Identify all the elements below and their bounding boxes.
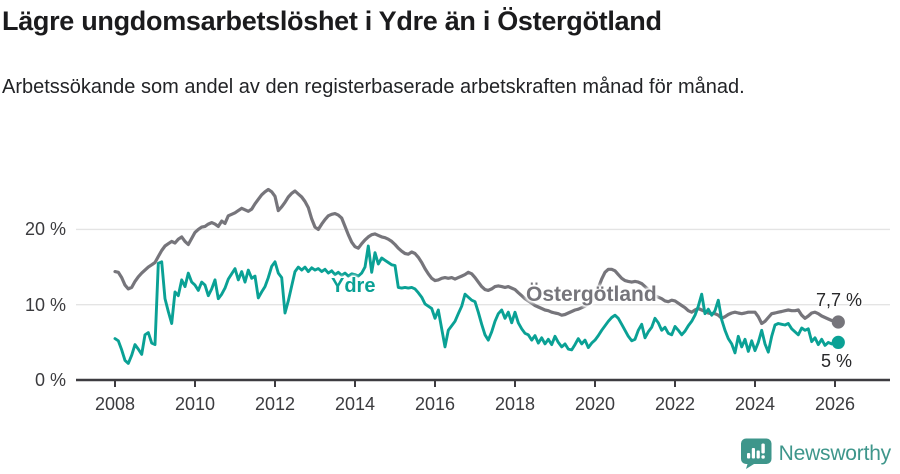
chart-subtitle: Arbetssökande som andel av den registerb… — [2, 76, 745, 98]
x-tick-label: 2020 — [574, 394, 616, 414]
y-tick-label: 0 % — [34, 370, 66, 390]
series-end-dot-östergötland — [831, 315, 845, 329]
x-tick-label: 2010 — [174, 394, 216, 414]
x-tick-label: 2012 — [254, 394, 296, 414]
y-tick-label: 20 % — [24, 219, 66, 240]
chart-title: Lägre ungdomsarbetslöshet i Ydre än i Ös… — [2, 6, 662, 36]
end-value-label-ydre: 5 % — [820, 351, 852, 371]
newsworthy-speech-bubble-icon — [740, 438, 772, 469]
x-tick-label: 2008 — [94, 394, 136, 414]
x-tick-label: 2018 — [494, 394, 536, 414]
x-tick-label: 2014 — [334, 394, 376, 414]
x-tick-label: 2022 — [654, 394, 696, 414]
series-line-östergötland — [113, 187, 840, 326]
x-tick-label: 2016 — [414, 394, 456, 414]
series-line-ydre — [113, 244, 840, 365]
y-tick-label: 10 % — [24, 294, 66, 315]
x-tick-label: 2026 — [814, 394, 856, 414]
series-label-ostergotland: Östergötland — [526, 283, 657, 306]
end-value-label-ostergotland: 7,7 % — [815, 290, 862, 310]
newsworthy-logo-text: Newsworthy — [778, 441, 892, 465]
x-tick-label: 2024 — [734, 394, 776, 414]
series-label-ydre: Ydre — [331, 275, 376, 297]
series-end-dot-ydre — [831, 335, 845, 349]
newsworthy-logo: Newsworthy — [740, 438, 891, 469]
